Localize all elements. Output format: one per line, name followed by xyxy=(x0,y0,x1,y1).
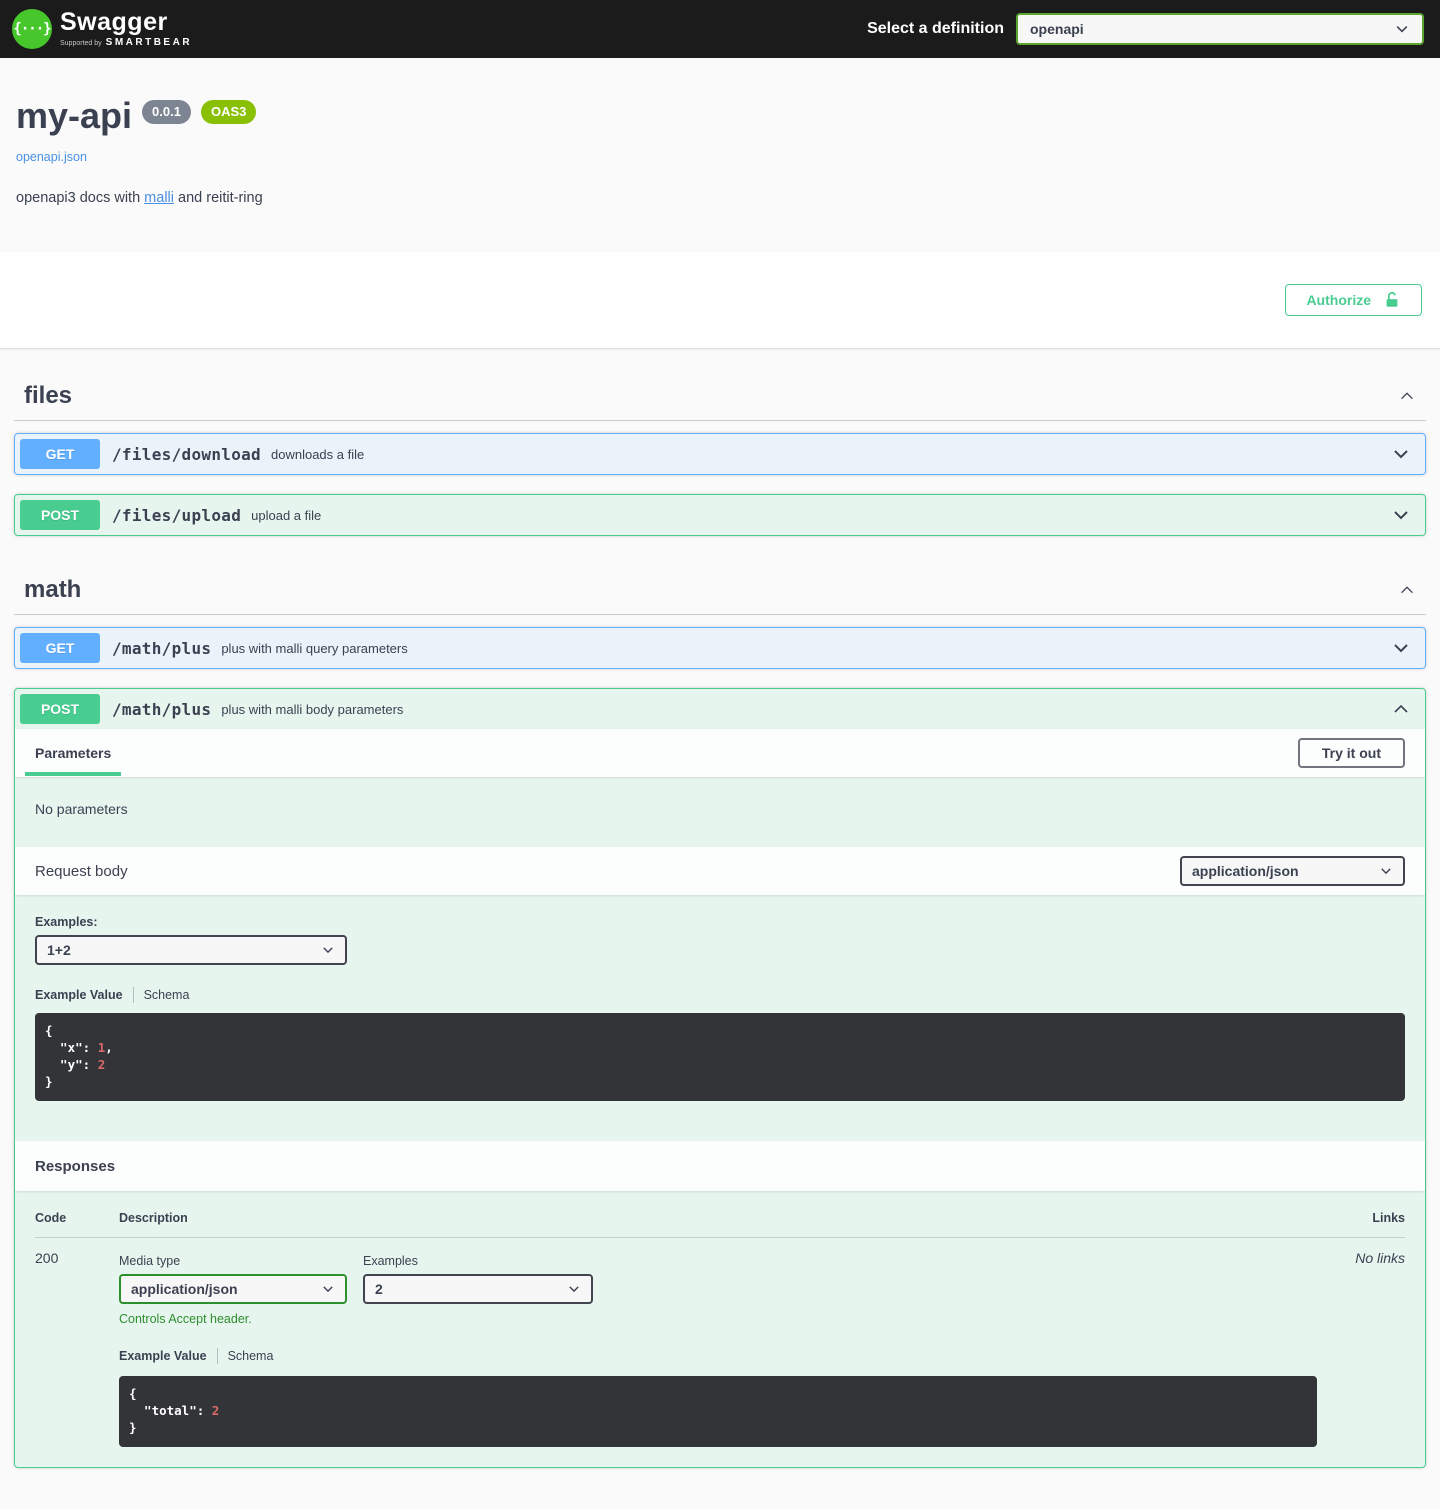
request-example-json: { "x": 1, "y": 2} xyxy=(35,1013,1405,1101)
opblock-post-math-plus-expanded: POST /math/plus plus with malli body par… xyxy=(14,688,1426,1468)
request-example-select[interactable]: 1+2 xyxy=(35,935,347,965)
expand-button[interactable] xyxy=(1387,634,1415,662)
responses-label: Responses xyxy=(35,1157,116,1175)
tag-title: math xyxy=(24,576,82,603)
model-example-tabs: Example Value Schema xyxy=(35,987,1405,1003)
tab-parameters[interactable]: Parameters xyxy=(25,730,122,776)
swagger-logo-icon: {···} xyxy=(12,9,52,49)
op-summary[interactable]: GET /math/plus plus with malli query par… xyxy=(15,628,1425,668)
oas-badge: OAS3 xyxy=(200,100,257,124)
request-body-label: Request body xyxy=(35,862,128,880)
chevron-up-icon xyxy=(1394,704,1408,713)
section-math: math GET /math/plus plus with malli quer… xyxy=(14,566,1426,1468)
response-example-select[interactable]: 2 xyxy=(363,1274,593,1304)
request-body-content: Examples: 1+2 Example Value Schema { "x"… xyxy=(15,895,1425,1141)
chevron-down-icon xyxy=(569,1286,579,1293)
op-path: /files/download xyxy=(112,444,261,464)
version-badge: 0.0.1 xyxy=(142,100,191,124)
chevron-down-icon xyxy=(1381,868,1391,875)
op-summary-text: plus with malli body parameters xyxy=(221,701,404,717)
opblock-get-math-plus: GET /math/plus plus with malli query par… xyxy=(14,627,1426,669)
response-example-json: { "total": 2} xyxy=(119,1376,1317,1447)
topbar: {···} Swagger Supported by SMARTBEAR Sel… xyxy=(0,0,1440,58)
chevron-down-icon xyxy=(1396,26,1408,33)
request-body-media-type-select[interactable]: application/json xyxy=(1180,856,1405,886)
tab-example-value[interactable]: Example Value xyxy=(119,1349,207,1363)
brand-name: Swagger xyxy=(60,8,168,36)
accept-header-note: Controls Accept header. xyxy=(119,1312,252,1326)
swagger-logo-glyph: {···} xyxy=(13,21,51,37)
op-body: Parameters Try it out No parameters Requ… xyxy=(15,729,1425,1467)
op-path: /files/upload xyxy=(112,505,242,525)
description-column-header: Description xyxy=(119,1211,188,1225)
info-section: my-api 0.0.1 OAS3 openapi.json openapi3 … xyxy=(0,58,1440,252)
chevron-down-icon xyxy=(1394,450,1408,459)
op-path: /math/plus xyxy=(112,638,212,658)
try-it-out-button[interactable]: Try it out xyxy=(1297,738,1405,768)
response-links: No links xyxy=(1355,1250,1405,1266)
op-summary-text: plus with malli query parameters xyxy=(221,640,408,656)
op-summary-text: upload a file xyxy=(251,507,322,523)
response-row-200: 200 Media type application/json xyxy=(35,1238,1405,1447)
expand-button[interactable] xyxy=(1387,501,1415,529)
method-badge: GET xyxy=(20,439,100,469)
opblock-get-files-download: GET /files/download downloads a file xyxy=(14,433,1426,475)
collapse-button[interactable] xyxy=(1387,695,1415,723)
tag-header-math[interactable]: math xyxy=(14,566,1426,615)
model-example-tabs: Example Value Schema xyxy=(119,1348,1317,1364)
chevron-down-icon xyxy=(323,1286,333,1293)
chevron-down-icon xyxy=(1394,644,1408,653)
links-column-header: Links xyxy=(1372,1211,1405,1225)
chevron-down-icon xyxy=(1394,511,1408,520)
tab-example-value[interactable]: Example Value xyxy=(35,988,123,1002)
op-summary[interactable]: POST /files/upload upload a file xyxy=(15,495,1425,535)
op-summary[interactable]: POST /math/plus plus with malli body par… xyxy=(15,689,1425,729)
page-title: my-api xyxy=(16,95,133,136)
tab-separator xyxy=(216,1348,218,1364)
method-badge: POST xyxy=(20,694,100,724)
scheme-container: Authorize xyxy=(0,252,1440,348)
method-badge: POST xyxy=(20,500,100,530)
response-code: 200 xyxy=(35,1250,59,1266)
responses-content: Code Description Links 200 Media type a xyxy=(15,1191,1425,1467)
definition-select-value: openapi xyxy=(1030,21,1084,37)
smartbear-wordmark: SMARTBEAR xyxy=(105,37,193,48)
malli-link[interactable]: malli xyxy=(144,190,174,206)
request-body-header: Request body application/json xyxy=(15,847,1425,895)
expand-button[interactable] xyxy=(1387,440,1415,468)
response-examples-label: Examples xyxy=(363,1254,418,1268)
unlock-icon xyxy=(1386,291,1398,307)
media-type-label: Media type xyxy=(119,1254,181,1268)
responses-header: Responses xyxy=(15,1141,1425,1191)
api-description: openapi3 docs with malli and reitit-ring xyxy=(16,190,263,206)
code-column-header: Code xyxy=(35,1211,67,1225)
tab-separator xyxy=(132,987,134,1003)
chevron-up-icon[interactable] xyxy=(1398,387,1416,405)
op-path: /math/plus xyxy=(112,699,212,719)
parameters-header: Parameters Try it out xyxy=(15,729,1425,777)
no-parameters-text: No parameters xyxy=(35,801,128,817)
op-summary[interactable]: GET /files/download downloads a file xyxy=(15,434,1425,474)
response-media-type-select[interactable]: application/json xyxy=(119,1274,347,1304)
definition-select[interactable]: openapi xyxy=(1016,13,1424,45)
spec-link[interactable]: openapi.json xyxy=(16,150,87,164)
opblock-post-files-upload: POST /files/upload upload a file xyxy=(14,494,1426,536)
supported-by: Supported by SMARTBEAR xyxy=(60,37,193,48)
op-summary-text: downloads a file xyxy=(271,446,365,462)
authorize-button[interactable]: Authorize xyxy=(1285,284,1422,316)
chevron-down-icon xyxy=(323,947,333,954)
tab-schema[interactable]: Schema xyxy=(143,988,190,1002)
method-badge: GET xyxy=(20,633,100,663)
chevron-up-icon[interactable] xyxy=(1398,581,1416,599)
tab-schema[interactable]: Schema xyxy=(227,1349,274,1363)
responses-table-header: Code Description Links xyxy=(35,1211,1405,1238)
swagger-logo[interactable]: {···} Swagger Supported by SMARTBEAR xyxy=(12,9,192,49)
section-files: files GET /files/download downloads a fi… xyxy=(14,372,1426,536)
definition-select-label: Select a definition xyxy=(867,20,1004,37)
tag-header-files[interactable]: files xyxy=(14,372,1426,421)
examples-label: Examples: xyxy=(35,915,98,929)
tag-title: files xyxy=(24,382,73,409)
